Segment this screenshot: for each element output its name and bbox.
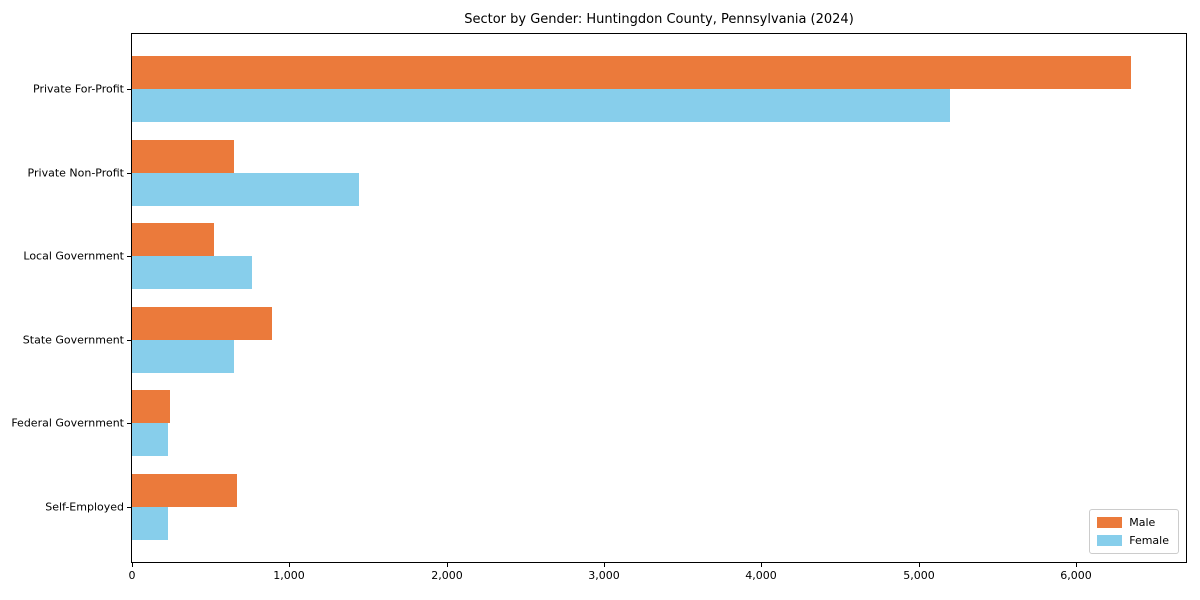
y-tick-mark-1 xyxy=(127,173,131,174)
y-tick-mark-0 xyxy=(127,89,131,90)
x-tick-mark-4 xyxy=(761,563,762,567)
bar-female-0 xyxy=(132,89,950,122)
bar-male-5 xyxy=(132,474,237,507)
bar-male-1 xyxy=(132,140,234,173)
legend-entry-male: Male xyxy=(1097,516,1169,529)
legend-entry-female: Female xyxy=(1097,534,1169,547)
bar-female-5 xyxy=(132,507,168,540)
y-tick-label-1: Private Non-Profit xyxy=(27,166,124,180)
plot-area: Male Female Private For-Profit Private No… xyxy=(11,33,1187,582)
y-tick-label-2: Local Government xyxy=(23,249,124,263)
bar-male-0 xyxy=(132,56,1131,89)
chart-title: Sector by Gender: Huntingdon County, Pen… xyxy=(464,12,854,27)
x-tick-label-3: 3,000 xyxy=(588,569,620,582)
y-tick-label-4: Federal Government xyxy=(11,416,124,430)
x-tick-mark-5 xyxy=(919,563,920,567)
bar-female-3 xyxy=(132,340,234,373)
legend-label-male: Male xyxy=(1129,516,1156,529)
y-tick-label-0: Private For-Profit xyxy=(33,82,124,96)
x-tick-mark-3 xyxy=(604,563,605,567)
x-tick-label-4: 4,000 xyxy=(745,569,777,582)
bar-female-1 xyxy=(132,173,359,206)
x-tick-label-5: 5,000 xyxy=(903,569,935,582)
bar-female-4 xyxy=(132,423,168,456)
legend: Male Female xyxy=(1089,509,1179,554)
male-swatch xyxy=(1097,517,1123,528)
x-tick-mark-6 xyxy=(1076,563,1077,567)
x-tick-mark-0 xyxy=(132,563,133,567)
bar-male-2 xyxy=(132,223,214,256)
bar-male-3 xyxy=(132,307,272,340)
x-tick-mark-2 xyxy=(447,563,448,567)
x-tick-label-2: 2,000 xyxy=(431,569,463,582)
x-tick-label-6: 6,000 xyxy=(1060,569,1092,582)
x-tick-label-1: 1,000 xyxy=(273,569,305,582)
bar-female-2 xyxy=(132,256,252,289)
x-tick-mark-1 xyxy=(289,563,290,567)
y-tick-mark-4 xyxy=(127,423,131,424)
y-tick-mark-3 xyxy=(127,340,131,341)
y-tick-label-5: Self-Employed xyxy=(45,500,124,514)
y-tick-label-3: State Government xyxy=(22,333,124,347)
female-swatch xyxy=(1097,535,1123,546)
y-tick-mark-2 xyxy=(127,256,131,257)
y-tick-mark-5 xyxy=(127,507,131,508)
x-tick-label-0: 0 xyxy=(128,569,136,582)
bar-male-4 xyxy=(132,390,170,423)
legend-label-female: Female xyxy=(1129,534,1169,547)
